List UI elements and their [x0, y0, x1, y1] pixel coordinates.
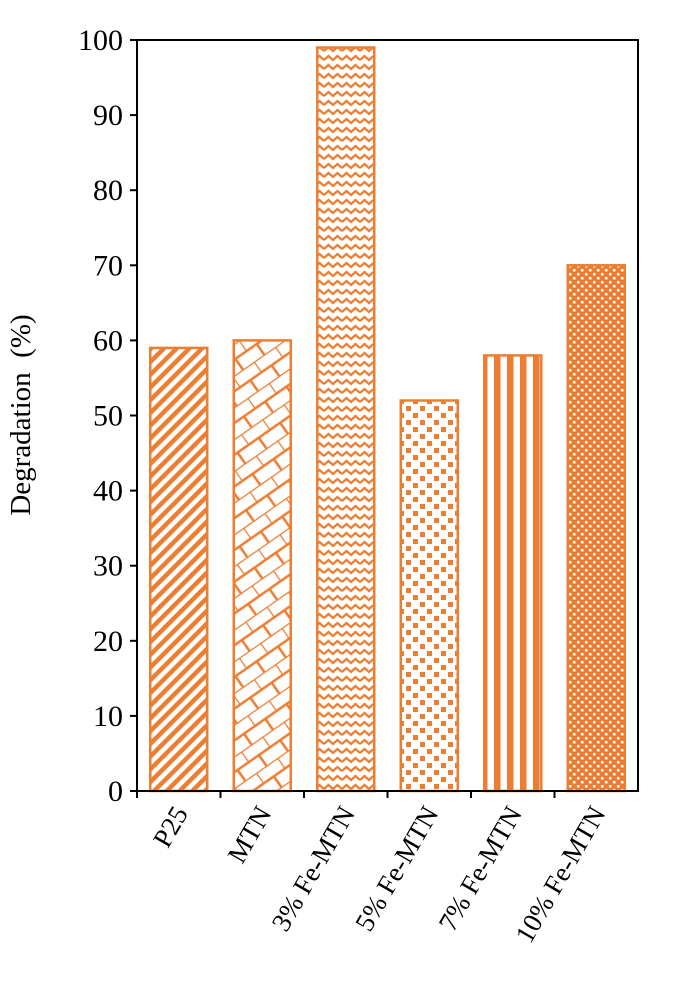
- y-tick-label: 70: [93, 249, 123, 282]
- plot-frame: [136, 39, 639, 792]
- y-axis-label: Degradation (%): [5, 314, 37, 515]
- y-tick-label: 80: [93, 174, 123, 207]
- y-tick-label: 0: [108, 775, 123, 808]
- x-tick-label: 10% Fe-MTN: [509, 801, 611, 948]
- x-tick-label: P25: [147, 801, 194, 852]
- bar-5-fe-mtn: [399, 399, 459, 793]
- y-tick-label: 10: [93, 700, 123, 733]
- bar-p25: [149, 346, 209, 793]
- x-tick-label: 7% Fe-MTN: [433, 801, 528, 936]
- x-tick-label: MTN: [221, 801, 277, 868]
- y-tick-label: 60: [93, 324, 123, 357]
- x-tick-label: 3% Fe-MTN: [266, 801, 361, 936]
- y-tick-label: 40: [93, 475, 123, 508]
- bar-10-fe-mtn: [566, 264, 626, 793]
- y-tick-label: 100: [78, 24, 123, 57]
- y-tick-label: 20: [93, 625, 123, 658]
- bar-3-fe-mtn: [316, 46, 376, 793]
- y-tick-label: 50: [93, 400, 123, 433]
- y-tick-label: 90: [93, 99, 123, 132]
- bar-7-fe-mtn: [483, 354, 543, 793]
- y-tick-label: 30: [93, 550, 123, 583]
- bar-mtn: [232, 339, 292, 793]
- x-tick-label: 5% Fe-MTN: [349, 801, 444, 936]
